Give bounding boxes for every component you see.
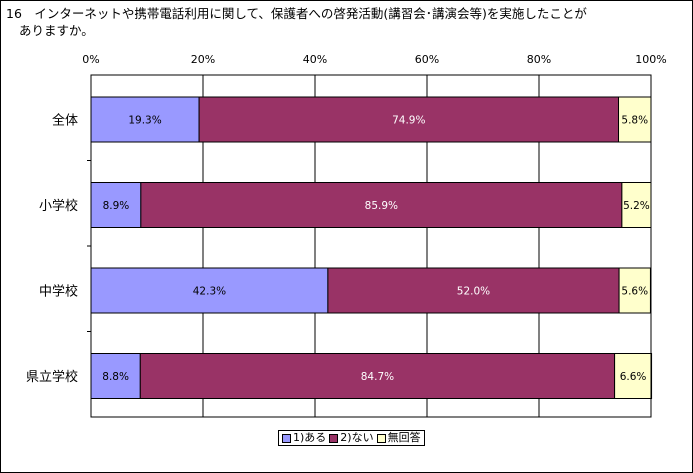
- data-label: 5.6%: [621, 286, 648, 298]
- x-tick-label: 20%: [191, 53, 215, 66]
- bar-segment: [621, 182, 652, 228]
- legend-label: 1)ある: [293, 431, 327, 444]
- legend-label: 2)ない: [340, 431, 374, 444]
- data-label: 85.9%: [365, 200, 398, 212]
- data-label: 6.6%: [620, 371, 647, 383]
- x-tick-label: 0%: [82, 53, 99, 66]
- data-label: 42.3%: [193, 286, 226, 298]
- category-label: 県立学校: [26, 369, 78, 385]
- legend-label: 無回答: [387, 431, 421, 444]
- data-label: 19.3%: [128, 115, 161, 127]
- x-tick-label: 100%: [635, 53, 666, 66]
- data-label: 84.7%: [361, 371, 394, 383]
- plot-border: [90, 74, 652, 418]
- data-label: 52.0%: [457, 286, 490, 298]
- legend-item: 無回答: [376, 431, 421, 445]
- legend-swatch: [329, 433, 339, 443]
- x-tick-label: 80%: [527, 53, 551, 66]
- x-tick-label: 60%: [415, 53, 439, 66]
- legend: 1)ある 2)ない 無回答: [278, 430, 425, 446]
- data-label: 74.9%: [392, 115, 425, 127]
- category-label: 全体: [52, 113, 78, 129]
- bar-segment: [614, 353, 653, 399]
- data-label: 5.2%: [623, 200, 650, 212]
- bar-segment: [90, 267, 329, 314]
- x-tick-label: 40%: [303, 53, 327, 66]
- title-line-1: 16 インターネットや携帯電話利用に関して、保護者への啓発活動(講習会･講演会等…: [6, 6, 587, 21]
- category-label: 中学校: [39, 284, 78, 300]
- chart-title: 16 インターネットや携帯電話利用に関して、保護者への啓発活動(講習会･講演会等…: [6, 5, 666, 39]
- legend-item: 2)ない: [329, 431, 374, 445]
- bar-segment: [140, 182, 623, 228]
- title-line-2: ありますか。: [19, 23, 94, 38]
- legend-item: 1)ある: [282, 431, 326, 445]
- data-label: 8.8%: [102, 371, 129, 383]
- bar-segment: [90, 182, 142, 228]
- legend-swatch: [282, 433, 291, 443]
- bar-segment: [618, 267, 651, 314]
- legend-swatch: [376, 433, 386, 443]
- bar-segment: [90, 353, 141, 399]
- bar-segment: [139, 353, 616, 399]
- data-label: 5.8%: [621, 115, 648, 127]
- category-label: 小学校: [39, 198, 78, 214]
- data-label: 8.9%: [103, 200, 130, 212]
